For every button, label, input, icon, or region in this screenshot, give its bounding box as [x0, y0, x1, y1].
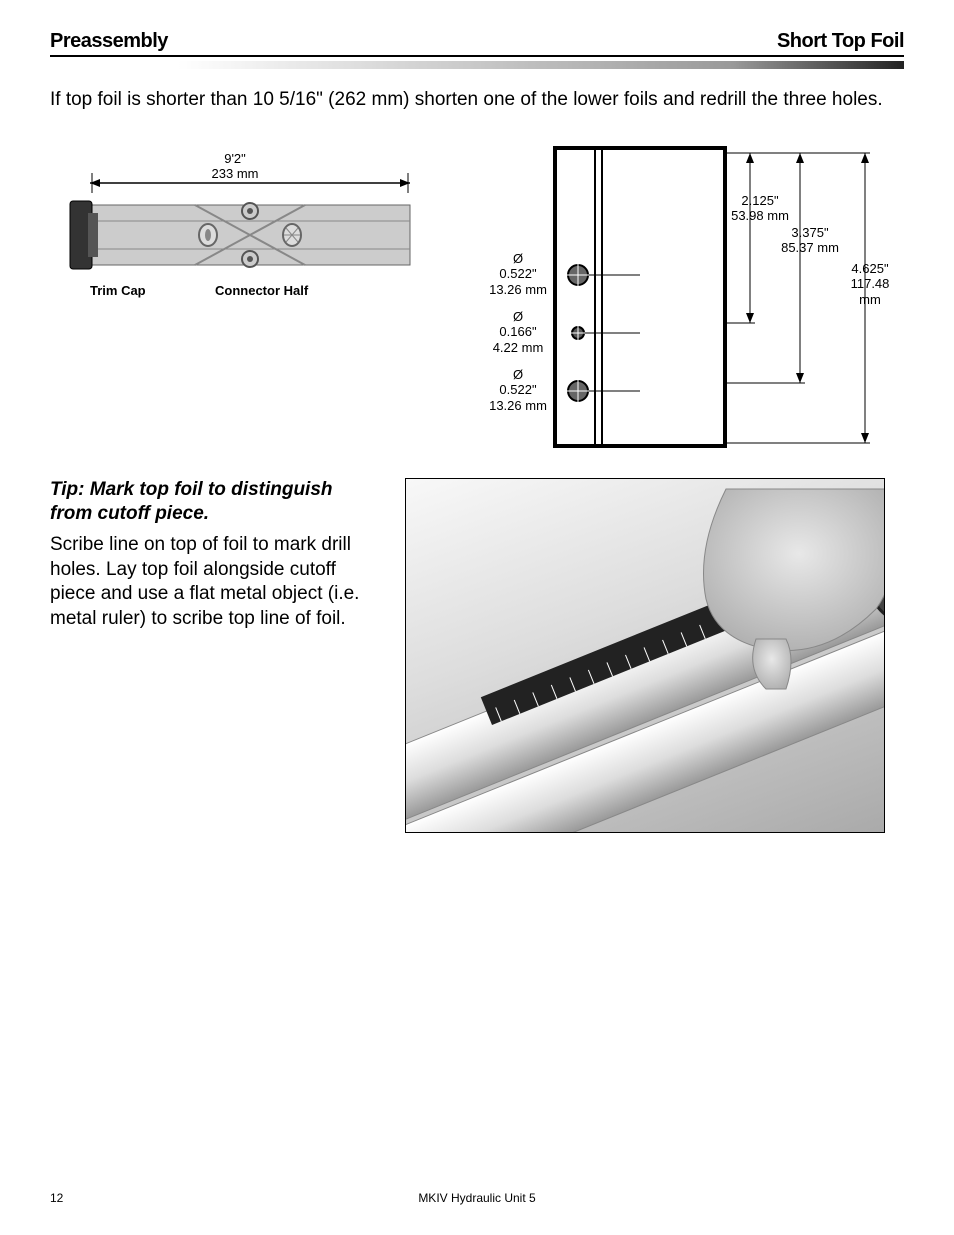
diagram-drill-holes: Ø 0.522" 13.26 mm Ø 0.166" 4.22 mm Ø 0.5…	[450, 143, 890, 453]
hole2-dia: Ø 0.166" 4.22 mm	[488, 309, 548, 356]
page-footer: 12 MKIV Hydraulic Unit 5	[50, 1191, 904, 1205]
top-dimension: 9'2" 233 mm	[50, 151, 420, 182]
tip-body: Scribe line on top of foil to mark drill…	[50, 533, 375, 632]
footer-title: MKIV Hydraulic Unit 5	[50, 1191, 904, 1205]
photo-ruler-on-foil	[405, 478, 885, 833]
diagram-trim-cap-connector: 9'2" 233 mm Trim Cap Connector Half	[50, 143, 420, 333]
page-header: Preassembly Short Top Foil	[50, 30, 904, 57]
dim1: 2.125" 53.98 mm	[730, 193, 790, 224]
trim-cap-label: Trim Cap	[90, 283, 146, 298]
header-right: Short Top Foil	[777, 30, 904, 53]
dim-top-in: 9'2"	[224, 151, 246, 166]
header-left: Preassembly	[50, 30, 168, 53]
dim2: 3.375" 85.37 mm	[780, 225, 840, 256]
hole3-dia: Ø 0.522" 13.26 mm	[488, 367, 548, 414]
connector-label: Connector Half	[215, 283, 308, 298]
tip-text-block: Tip: Mark top foil to distinguish from c…	[50, 478, 375, 632]
dim-top-mm: 233 mm	[212, 166, 259, 181]
hole1-dia: Ø 0.522" 13.26 mm	[488, 251, 548, 298]
tip-heading: Tip: Mark top foil to distinguish from c…	[50, 478, 375, 527]
dim3: 4.625" 117.48 mm	[840, 261, 900, 308]
intro-text: If top foil is shorter than 10 5/16" (26…	[50, 87, 904, 113]
header-gradient-bar	[50, 61, 904, 69]
